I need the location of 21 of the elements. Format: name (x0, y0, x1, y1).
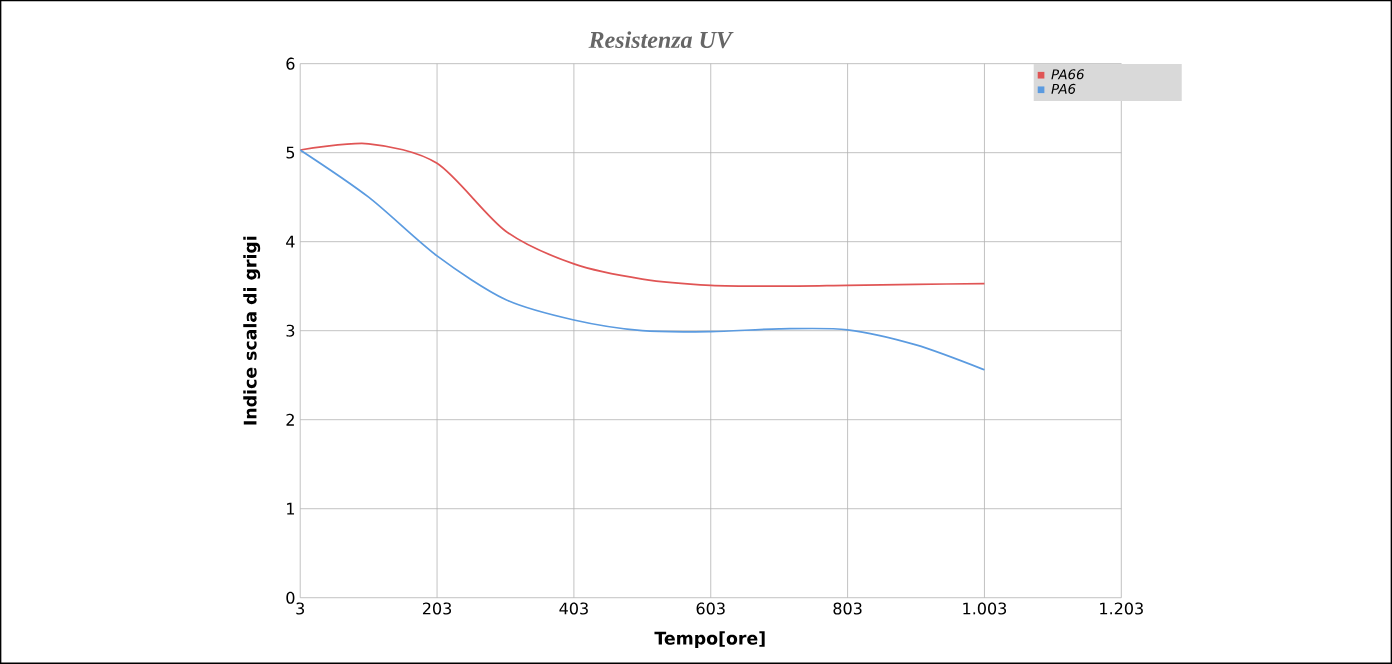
x-tick-label: 3 (296, 602, 305, 615)
y-tick-label: 1 (287, 502, 295, 515)
x-tick-label: 603 (696, 602, 725, 615)
y-tick-label: 3 (286, 324, 295, 337)
legend-label: PA66 (1051, 69, 1084, 80)
y-tick-label: 6 (286, 57, 295, 70)
chart-title: Resistenza UV (588, 31, 734, 49)
line-series (300, 142, 986, 288)
x-axis-title: Tempo[ore] (654, 631, 765, 649)
y-tick-label: 2 (286, 413, 294, 426)
y-tick-label: 5 (286, 146, 295, 159)
legend-label: PA6 (1051, 83, 1076, 94)
y-tick-label: 4 (286, 235, 295, 248)
x-tick-label: 803 (833, 602, 862, 615)
x-tick-label: 403 (559, 602, 588, 615)
x-tick-label: 203 (422, 602, 452, 615)
x-tick-label: 1.203 (1100, 602, 1143, 615)
line-series (300, 149, 986, 371)
y-axis-title: Indice scala di grigi (243, 236, 261, 425)
x-tick-label: 1.003 (963, 602, 1007, 615)
y-tick-label: 0 (286, 591, 295, 604)
